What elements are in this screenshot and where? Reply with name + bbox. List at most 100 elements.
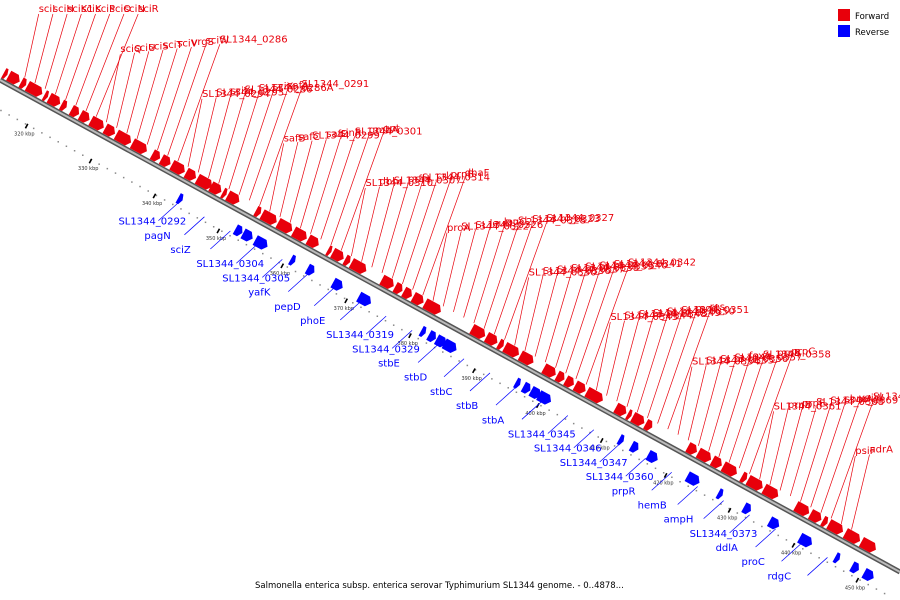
- track-dot: [654, 467, 657, 470]
- track-dot: [41, 132, 43, 134]
- forward-label-leader: [534, 274, 558, 357]
- forward-gene-label-sl1344-0328: SL1344_0328: [518, 216, 586, 227]
- track-dot: [237, 239, 239, 241]
- forward-gene-label-sciv: sciV: [177, 39, 197, 50]
- reverse-gene-label-stba: stbA: [482, 415, 504, 426]
- scale-tick: [24, 123, 29, 129]
- reverse-gene-label-rdgc: rdgC: [767, 571, 791, 582]
- forward-gene-label-sl1344-0358: SL1344_0358: [763, 350, 831, 361]
- reverse-gene-arrow: [741, 502, 751, 515]
- forward-label-leader: [361, 186, 380, 262]
- forward-gene-label-scik1: sciK1: [67, 4, 93, 15]
- reverse-gene-label-sl1344-0329: SL1344_0329: [352, 344, 420, 355]
- track-dot: [630, 454, 632, 456]
- track-dot: [319, 284, 321, 286]
- forward-label-leader: [565, 270, 601, 374]
- forward-gene-arrow: [158, 154, 171, 168]
- track-dot: [597, 436, 599, 438]
- reverse-label-leader: [313, 287, 335, 307]
- forward-gene-label-sl1344-0339: SL1344_0339: [585, 262, 653, 273]
- track-dot: [221, 230, 223, 233]
- scale-tick-label: 370 kbp: [334, 306, 354, 312]
- forward-gene-label-sciw: sciW: [206, 36, 229, 47]
- reverse-gene-arrow: [426, 330, 436, 343]
- track-dot: [695, 489, 698, 492]
- reverse-gene-arrow: [832, 552, 841, 564]
- forward-gene-label-sl1344-0357: SL1344_0357: [735, 352, 803, 363]
- track-dot: [728, 507, 730, 510]
- forward-gene-label-sl1344-0349: SL1344_0349: [653, 308, 721, 319]
- forward-label-leader: [310, 137, 341, 234]
- forward-label-leader: [95, 13, 139, 117]
- reverse-gene-label-stbe: stbE: [378, 359, 400, 370]
- track-dot: [327, 288, 329, 291]
- forward-gene-label-sl1344-0301: SL1344_0301: [355, 126, 423, 137]
- track-dot: [810, 552, 812, 555]
- forward-label-leader: [840, 455, 856, 525]
- track-dot: [818, 557, 820, 559]
- forward-gene-label-sl1344-0322: SL1344_0322: [461, 221, 529, 232]
- forward-label-leader: [136, 49, 164, 140]
- forward-gene-arrow: [129, 138, 147, 155]
- forward-gene-label-sl1344-0330: SL1344_0330: [529, 267, 597, 278]
- reverse-label-leader: [703, 500, 724, 519]
- reverse-label-leader: [184, 216, 205, 236]
- gene-labels: sciIsciHsciK1sciKsciPsciOsciNsciRsciQsci…: [39, 4, 900, 582]
- forward-gene-arrow: [584, 386, 603, 404]
- forward-gene-arrow: [24, 81, 43, 97]
- track-dot: [352, 302, 354, 304]
- track-dot: [98, 163, 100, 165]
- forward-gene-label-sl1344-0368: SL1344_0368: [816, 397, 884, 408]
- forward-gene-label-prpe: prpE: [802, 398, 825, 409]
- forward-label-leader: [126, 51, 150, 134]
- reverse-gene-label-sciz: sciZ: [170, 245, 190, 256]
- track-dot: [24, 123, 27, 125]
- forward-label-leader: [636, 316, 668, 413]
- forward-label-leader: [55, 13, 82, 95]
- reverse-gene-arrow: [418, 325, 427, 338]
- reverse-gene-arrow: [766, 516, 780, 530]
- forward-label-leader: [820, 402, 860, 513]
- forward-label-leader: [585, 267, 629, 385]
- forward-label-leader: [85, 13, 125, 112]
- track-dot: [49, 136, 51, 139]
- forward-label-leader: [24, 13, 40, 78]
- forward-gene-label-prpb: prpB: [777, 348, 801, 359]
- forward-label-leader: [146, 48, 178, 145]
- track-dot: [376, 315, 379, 317]
- scale-tick-label: 320 kbp: [14, 131, 34, 137]
- forward-label-leader: [402, 180, 437, 285]
- scale-tick-label: 390 kbp: [461, 376, 481, 382]
- reverse-gene-label-sl1344-0305: SL1344_0305: [222, 273, 290, 284]
- forward-label-leader: [657, 313, 696, 424]
- forward-label-leader: [340, 133, 384, 251]
- forward-gene-arrow: [842, 528, 861, 544]
- forward-label-leader: [330, 134, 370, 246]
- track-dot: [294, 270, 297, 273]
- reverse-gene-arrow: [240, 228, 253, 242]
- forward-label-leader: [299, 139, 327, 229]
- forward-label-leader: [351, 188, 366, 257]
- track-dot: [883, 592, 886, 595]
- forward-label-leader: [626, 317, 654, 407]
- track-dot: [155, 194, 158, 197]
- backbone-highlight: [0, 79, 900, 573]
- reverse-label-leader: [417, 344, 439, 363]
- reverse-label-leader: [262, 259, 283, 278]
- reverse-gene-label-phoe: phoE: [300, 316, 325, 327]
- forward-gene-label-sl1344-0338: SL1344_0338: [571, 263, 639, 274]
- track-dot: [147, 190, 149, 192]
- track-dot: [8, 114, 10, 116]
- reverse-label-leader: [755, 528, 776, 548]
- reverse-gene-label-sl1344-0346: SL1344_0346: [534, 444, 602, 455]
- reverse-gene-arrow: [356, 291, 372, 307]
- reverse-label-leader: [339, 301, 361, 321]
- forward-label-leader: [595, 321, 611, 391]
- forward-gene-arrow: [761, 483, 779, 500]
- track-dot: [622, 449, 624, 452]
- reverse-label-leader: [495, 386, 517, 406]
- scale-tick-label: 330 kbp: [78, 166, 98, 172]
- forward-gene-label-sciy: sciY: [230, 86, 250, 97]
- track-dot: [245, 243, 248, 246]
- scale-tick: [344, 298, 349, 304]
